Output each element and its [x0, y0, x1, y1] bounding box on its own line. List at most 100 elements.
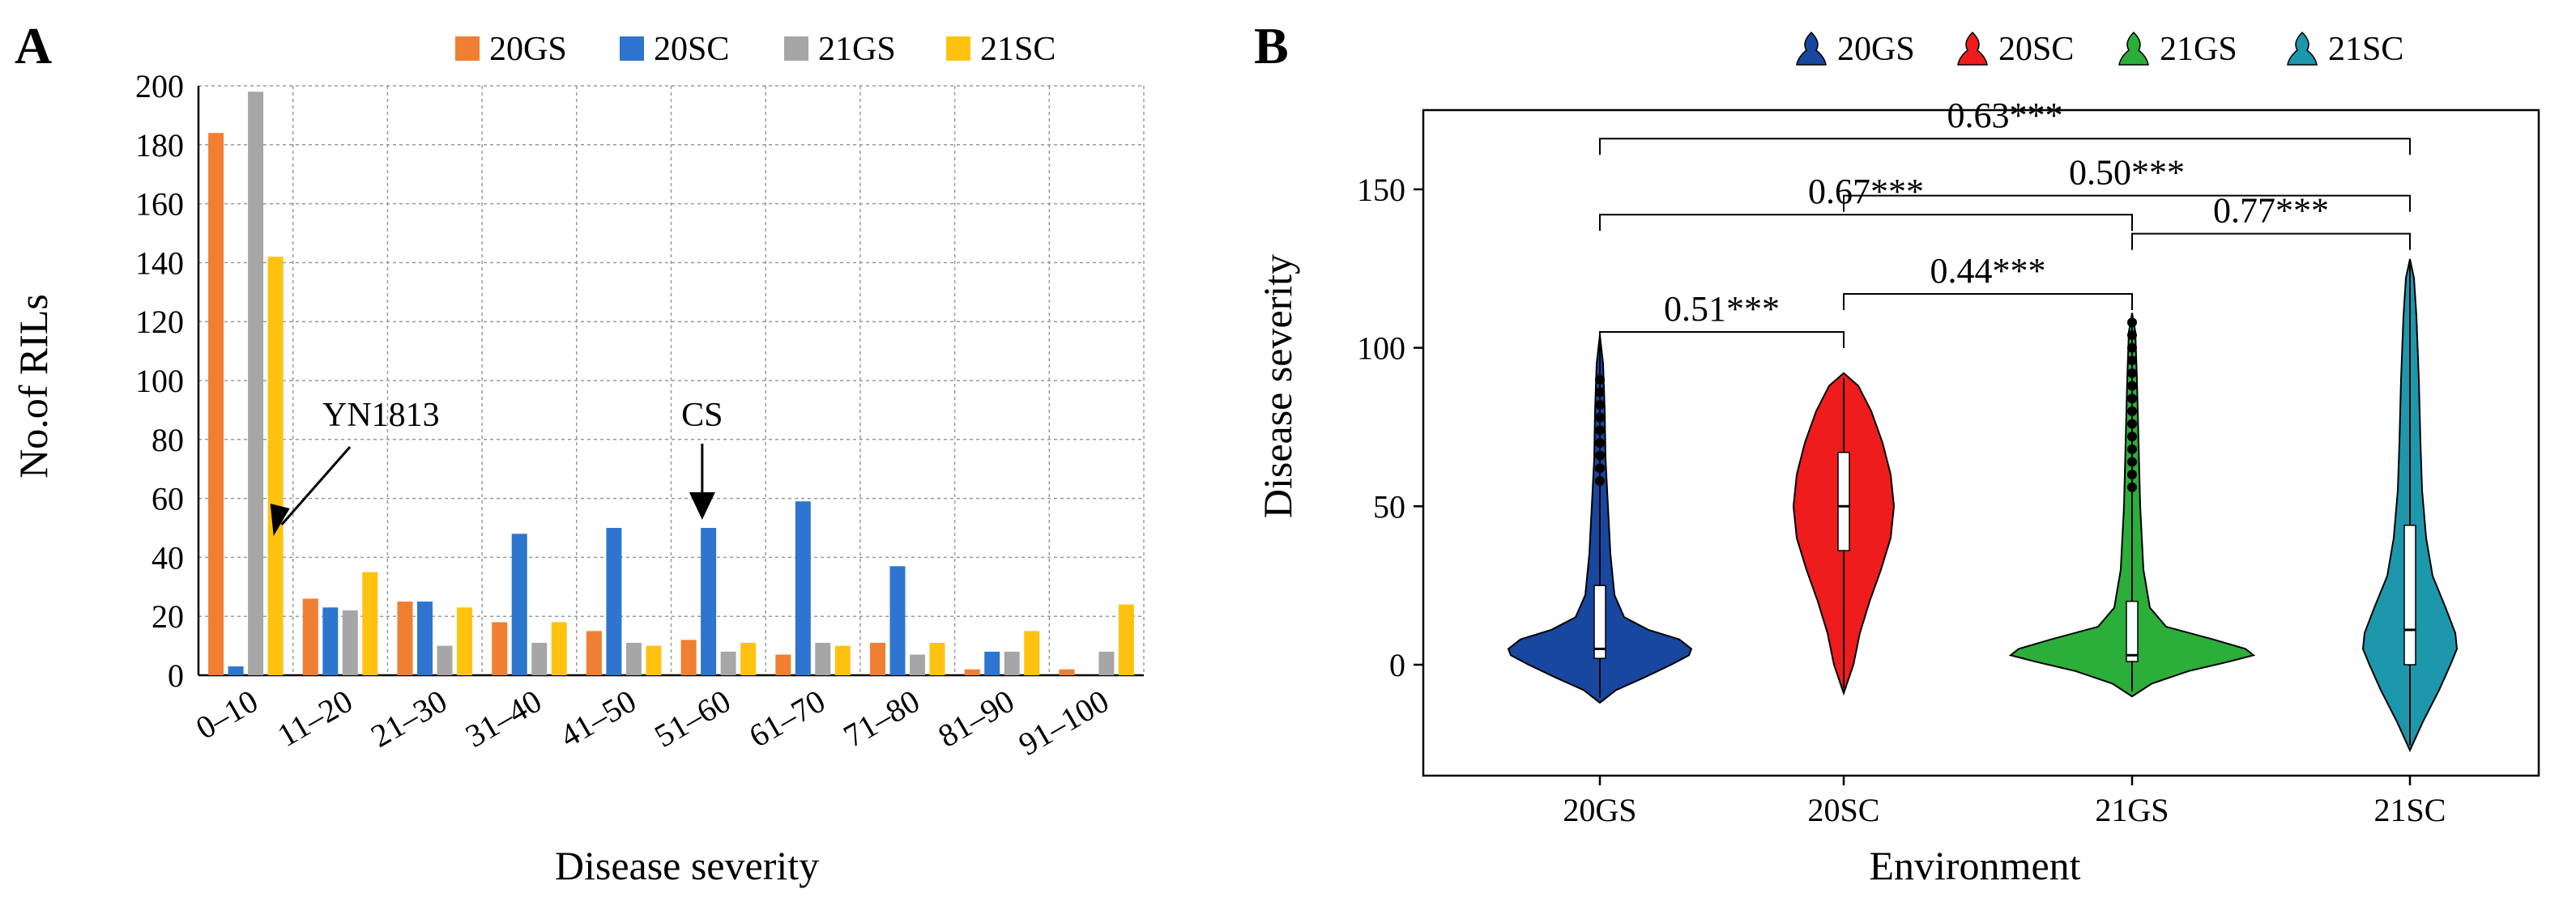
- bar-chart-x-tick-label: 0–10: [190, 683, 264, 746]
- violin-chart-y-tick-label: 150: [1357, 172, 1405, 208]
- annotation-arrowhead: [689, 492, 715, 520]
- bar-21gs: [720, 651, 736, 675]
- violin-outlier-point: [1595, 374, 1605, 385]
- violin-outlier-point: [2127, 368, 2137, 378]
- significance-bracket: [1599, 331, 1845, 348]
- violin-box-21sc: [2403, 525, 2416, 666]
- violin-chart-y-axis-title: Disease severity: [1255, 254, 1300, 518]
- bar-chart-y-tick-label: 0: [168, 657, 184, 694]
- bar-21sc: [457, 607, 472, 675]
- legend-label-20sc: 20SC: [1998, 31, 2074, 68]
- legend-label-21sc: 21SC: [2328, 31, 2403, 68]
- bar-chart-y-tick-label: 100: [135, 363, 184, 399]
- panel-label-b: B: [1254, 17, 1289, 74]
- violin-outlier-point: [2127, 457, 2137, 467]
- violin-outlier-point: [2127, 330, 2137, 340]
- violin-outlier-point: [1595, 475, 1605, 486]
- violin-outlier-point: [2127, 317, 2137, 328]
- bar-21gs: [1004, 651, 1020, 675]
- legend-swatch-21sc: [2287, 31, 2318, 66]
- bar-21sc: [267, 257, 284, 675]
- annotation-cs: CS: [681, 397, 723, 434]
- violin-chart-y-tick-label: 50: [1373, 488, 1405, 525]
- bar-chart-x-tick-label: 11–20: [271, 683, 359, 754]
- legend-label-20sc: 20SC: [654, 31, 729, 68]
- bar-chart-y-tick-label: 180: [135, 127, 184, 164]
- bar-20sc: [417, 602, 433, 675]
- bar-20gs: [870, 642, 885, 675]
- significance-label: 0.51***: [1664, 289, 1780, 329]
- violin-chart-x-tick-label: 21SC: [2374, 792, 2446, 828]
- bar-20gs: [492, 622, 508, 675]
- bar-20sc: [701, 528, 717, 675]
- violin-chart-y-tick-label: 100: [1357, 330, 1405, 367]
- bar-chart-y-tick-label: 160: [135, 186, 184, 223]
- annotation-arrowhead: [270, 504, 290, 536]
- violin-outlier-point: [1595, 450, 1605, 461]
- bar-20gs: [208, 133, 224, 676]
- significance-bracket: [1843, 194, 2411, 212]
- bar-21gs: [625, 642, 642, 675]
- violin-outlier-point: [1595, 463, 1605, 474]
- violin-outlier-point: [1595, 412, 1605, 423]
- bar-chart-x-tick-label: 81–90: [932, 683, 1020, 755]
- annotation-arrow-line: [280, 446, 352, 525]
- bar-21gs: [910, 654, 925, 675]
- bar-21gs: [531, 642, 548, 675]
- bar-chart-y-tick-label: 200: [135, 68, 184, 104]
- bar-20gs: [586, 631, 602, 675]
- bar-chart-y-tick-label: 60: [151, 481, 184, 517]
- significance-label: 0.77***: [2213, 191, 2329, 231]
- significance-label: 0.63***: [1947, 96, 2063, 135]
- bar-21gs: [342, 610, 358, 675]
- violin-box-20sc: [1837, 451, 1850, 551]
- violin-chart-x-tick-label: 20GS: [1563, 792, 1636, 828]
- violin-box-20gs: [1593, 585, 1606, 659]
- significance-label: 0.44***: [1930, 251, 2046, 291]
- significance-bracket: [2131, 232, 2411, 250]
- violin-outlier-point: [2127, 470, 2137, 480]
- bar-20sc: [795, 501, 811, 675]
- bar-20gs: [302, 598, 318, 675]
- bar-chart-x-tick-label: 91–100: [1013, 683, 1115, 763]
- violin-outlier-point: [2127, 432, 2137, 442]
- legend-swatch-21sc: [946, 36, 970, 61]
- violin-chart-x-axis-title: Environment: [1869, 843, 2080, 888]
- violin-outlier-point: [1595, 425, 1605, 436]
- legend-swatch-20sc: [1957, 31, 1988, 66]
- bar-20gs: [964, 669, 980, 675]
- bar-chart-y-tick-label: 140: [135, 245, 184, 281]
- legend-swatch-20gs: [455, 36, 480, 61]
- bar-21gs: [437, 645, 453, 675]
- bar-20gs: [775, 654, 791, 675]
- bar-chart-x-tick-label: 31–40: [459, 683, 548, 755]
- bar-21sc: [646, 645, 662, 675]
- bar-21gs: [815, 642, 831, 675]
- violin-outlier-point: [2127, 355, 2137, 366]
- violin-outlier-point: [2127, 342, 2137, 353]
- legend-swatch-21gs: [2118, 31, 2149, 66]
- bar-21sc: [834, 645, 851, 675]
- bar-21sc: [929, 642, 945, 675]
- bar-21sc: [740, 642, 757, 675]
- panel-label-a: A: [15, 17, 52, 74]
- violin-outlier-point: [1595, 387, 1605, 398]
- legend-swatch-20gs: [1796, 31, 1827, 66]
- bar-chart-panel: 0 20 40 60 80 100 120 140 160 180 200 0–10 11–20 21–3…: [135, 31, 1145, 763]
- bar-21sc: [362, 572, 378, 675]
- bar-21gs: [248, 91, 264, 675]
- bar-21sc: [551, 622, 567, 675]
- violin-outlier-point: [2127, 419, 2137, 429]
- significance-label: 0.67***: [1808, 172, 1924, 211]
- bar-20sc: [984, 651, 1000, 675]
- bar-20sc: [322, 607, 339, 675]
- significance-label: 0.50***: [2069, 153, 2185, 193]
- violin-chart-y-tick-label: 0: [1389, 647, 1405, 683]
- violin-chart-frame: [1422, 108, 2540, 777]
- bar-chart-x-tick-label: 51–60: [648, 683, 736, 755]
- violin-outlier-point: [2127, 406, 2137, 416]
- legend-label-21sc: 21SC: [980, 31, 1056, 68]
- violin-outlier-point: [2127, 381, 2137, 391]
- violin-box-21gs: [2126, 600, 2139, 662]
